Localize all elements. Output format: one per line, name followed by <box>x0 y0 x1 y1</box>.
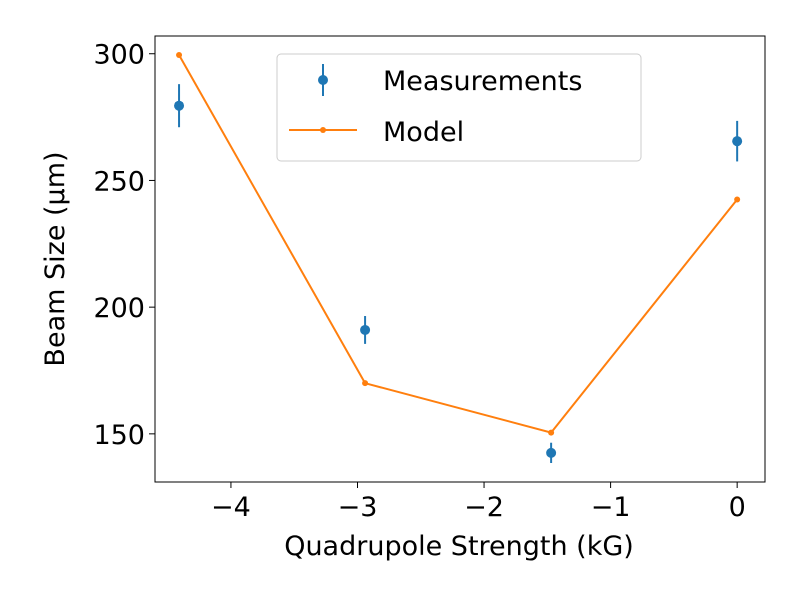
x-tick-label: −2 <box>464 492 504 523</box>
x-tick-label: −4 <box>211 492 251 523</box>
model-point <box>548 429 555 436</box>
plot-frame <box>154 35 766 483</box>
y-tick-label: 250 <box>93 166 145 197</box>
measurement-point <box>360 324 371 335</box>
legend-measurements-marker <box>318 75 328 85</box>
measurement-point <box>732 136 743 147</box>
model-point <box>362 380 369 387</box>
model-point <box>176 52 183 59</box>
legend-model-marker <box>320 127 326 133</box>
series-layer <box>174 52 743 463</box>
x-tick-label: −1 <box>591 492 631 523</box>
legend-label-model: Model <box>383 117 464 148</box>
y-tick-label: 150 <box>93 420 145 451</box>
legend-entry-measurements: Measurements <box>318 64 582 97</box>
x-tick-label: 0 <box>729 492 746 523</box>
legend-box <box>276 53 642 162</box>
model-point <box>734 196 741 203</box>
measurement-point <box>546 447 557 458</box>
x-axis-ticks: −4 −3 −2 −1 0 <box>211 482 746 523</box>
legend-label-measurements: Measurements <box>383 66 582 97</box>
y-tick-label: 300 <box>93 40 145 71</box>
y-axis-label: Beam Size (μm) <box>40 151 71 366</box>
x-tick-label: −3 <box>338 492 378 523</box>
x-axis-label: Quadrupole Strength (kG) <box>284 531 634 562</box>
legend: Measurements Model <box>276 53 642 162</box>
measurement-point <box>174 100 185 111</box>
model-line <box>178 54 738 434</box>
legend-entry-model: Model <box>289 117 464 148</box>
y-axis-ticks: 150 200 250 300 <box>93 40 155 451</box>
y-tick-label: 200 <box>93 293 145 324</box>
